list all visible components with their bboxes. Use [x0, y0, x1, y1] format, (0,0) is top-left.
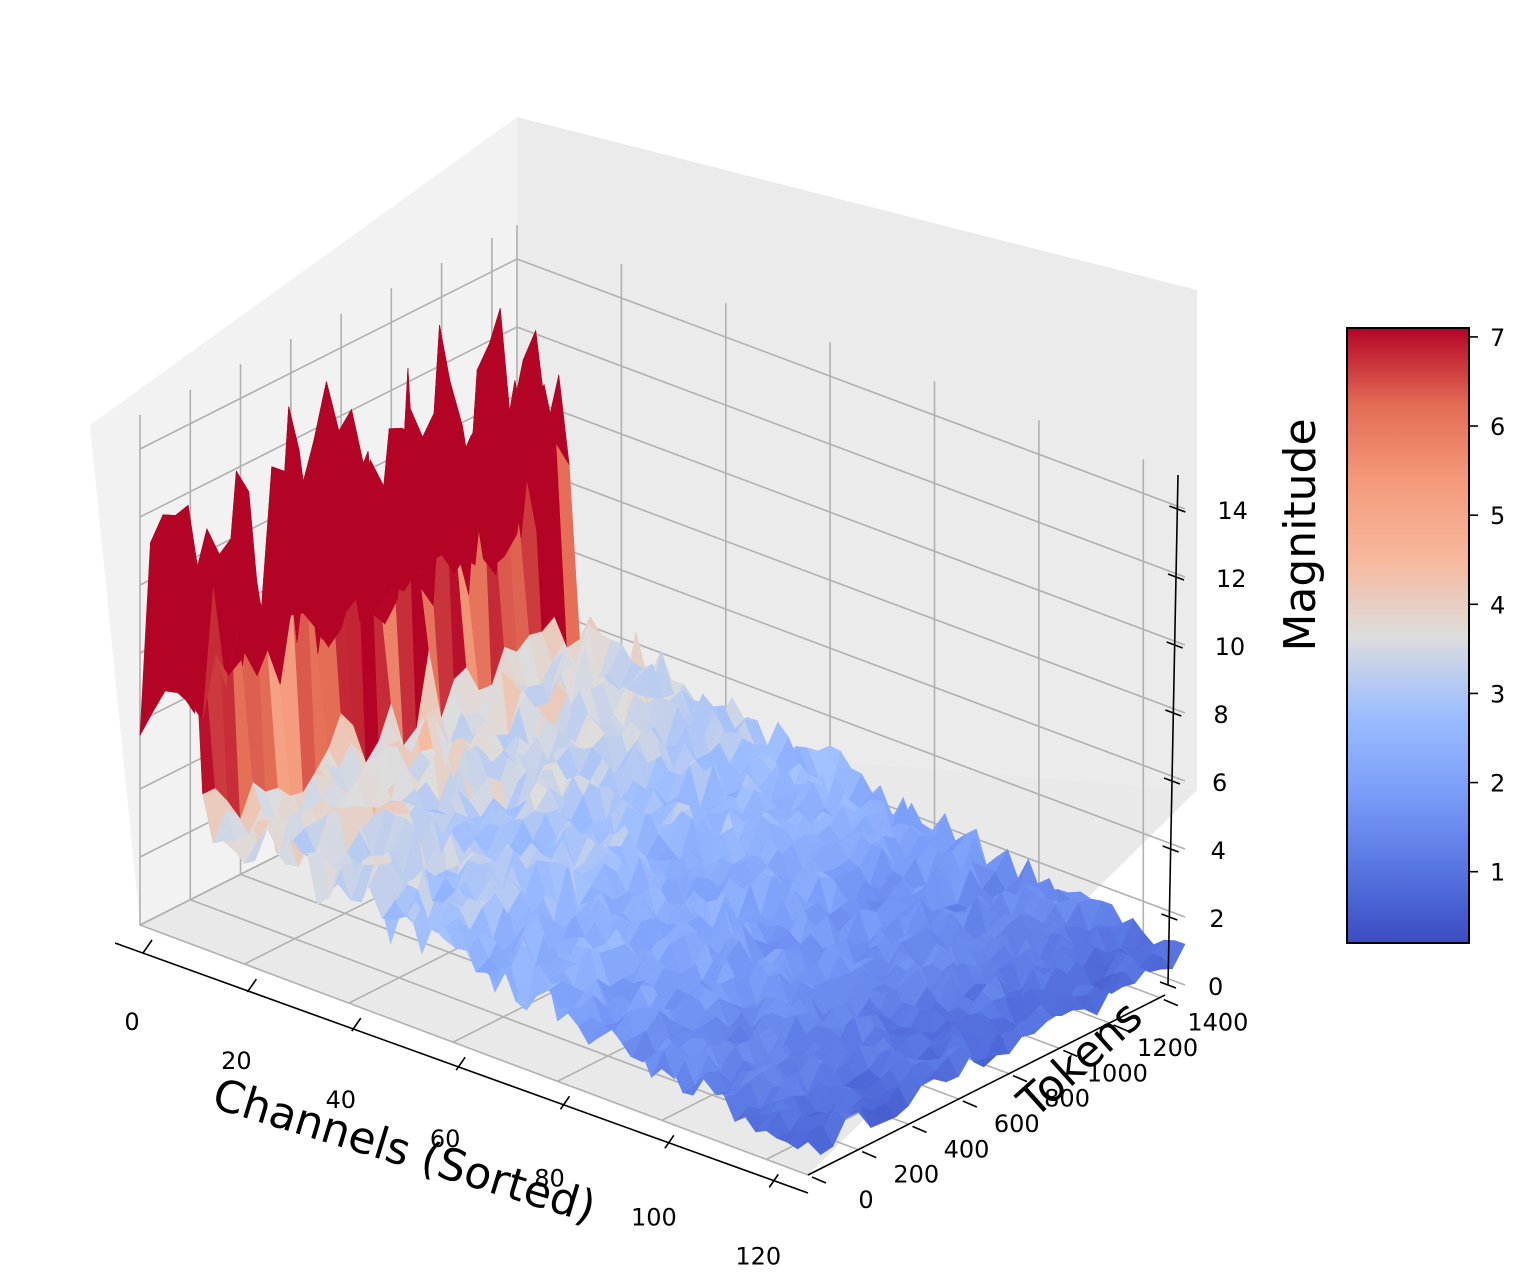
y-tick	[1012, 1074, 1028, 1083]
colorbar-tick-label: 2	[1490, 770, 1505, 798]
y-tick-label: 1400	[1187, 1009, 1248, 1037]
x-tick-label: 80	[534, 1164, 565, 1192]
x-tick	[455, 1056, 466, 1071]
z-tick-label: 14	[1217, 497, 1248, 525]
y-tick	[962, 1100, 978, 1108]
colorbar-tick-label: 3	[1490, 680, 1505, 708]
y-axis-line	[807, 994, 1166, 1176]
z-tick	[1163, 777, 1181, 785]
z-tick-label: 2	[1209, 905, 1224, 933]
y-tick	[811, 1176, 827, 1184]
z-tick	[1165, 709, 1182, 717]
colorbar-gradient	[1346, 327, 1470, 944]
x-tick-label: 100	[631, 1203, 677, 1231]
z-tick	[1166, 641, 1183, 649]
z-tick-label: 4	[1211, 837, 1226, 865]
y-tick-label: 600	[994, 1110, 1040, 1138]
colorbar-tick-label: 4	[1490, 591, 1505, 619]
z-tick	[1161, 913, 1178, 921]
x-tick	[768, 1173, 779, 1188]
y-tick	[1113, 1024, 1128, 1032]
z-axis-line	[1167, 474, 1179, 986]
z-tick-label: 12	[1216, 565, 1247, 593]
z-tick	[1169, 505, 1186, 513]
z-tick	[1162, 845, 1179, 853]
surface-facet	[504, 380, 528, 557]
y-tick	[861, 1150, 877, 1159]
z-tick-label: 10	[1215, 633, 1246, 661]
colorbar-tick-label: 5	[1490, 502, 1505, 530]
colorbar-tick-label: 7	[1490, 324, 1505, 352]
x-tick-label: 20	[221, 1047, 252, 1075]
z-tick	[1167, 573, 1185, 581]
x-tick	[246, 978, 258, 993]
colorbar: 1 2 3 4 5 6 7	[1346, 324, 1505, 944]
y-tick	[912, 1125, 927, 1134]
axes: 0204060801001200200400600800100012001400…	[114, 474, 1248, 1270]
y-tick-label: 1000	[1087, 1059, 1148, 1087]
z-tick-label: 8	[1213, 701, 1228, 729]
y-tick-label: 0	[858, 1186, 873, 1214]
x-tick-label: 60	[430, 1125, 461, 1153]
y-tick-label: 800	[1044, 1085, 1090, 1113]
y-tick-label: 200	[893, 1161, 939, 1189]
y-tick-label: 400	[944, 1135, 990, 1163]
z-grid-line	[139, 326, 1186, 578]
z-tick-label: 0	[1208, 973, 1223, 1001]
y-tick	[1063, 1049, 1078, 1058]
x-tick	[664, 1134, 675, 1149]
colorbar-tick-label: 6	[1490, 413, 1505, 441]
x-tick	[559, 1095, 571, 1110]
z-axis-label: Magnitude	[1275, 418, 1326, 651]
surface-mesh	[139, 308, 1186, 1156]
x-tick	[351, 1017, 362, 1032]
x-tick-label: 0	[124, 1008, 139, 1036]
y-tick-label: 1200	[1137, 1034, 1198, 1062]
x-tick-label: 40	[325, 1086, 356, 1114]
y-tick	[1163, 998, 1179, 1007]
z-grid-line	[139, 258, 1186, 510]
x-axis-line	[114, 942, 809, 1194]
x-axis-label: Channels (Sorted)	[207, 1069, 602, 1234]
x-tick-label: 120	[735, 1242, 781, 1270]
colorbar-tick-label: 1	[1490, 859, 1505, 887]
z-tick	[1159, 981, 1177, 989]
x-tick	[142, 939, 153, 954]
z-tick-label: 6	[1212, 769, 1227, 797]
